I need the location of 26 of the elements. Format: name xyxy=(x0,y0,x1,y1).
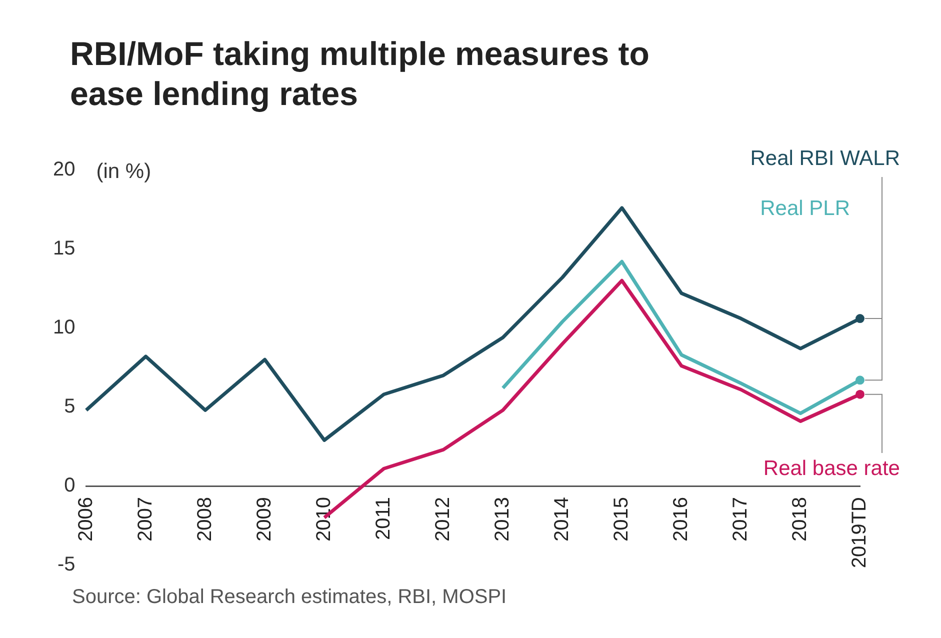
y-tick-label: -5 xyxy=(57,554,76,576)
source-note: Source: Global Research estimates, RBI, MOSPI xyxy=(72,586,507,609)
y-tick-label: 0 xyxy=(64,474,76,497)
text: Real PLR xyxy=(760,197,850,220)
y-tick-label: 20 xyxy=(52,158,76,181)
text: Real base rate xyxy=(763,457,900,480)
y-tick-label: 5 xyxy=(64,396,76,418)
x-tick-label: 2016 xyxy=(670,497,692,542)
x-tick-label: 2007 xyxy=(134,497,156,542)
text: Real RBI WALR xyxy=(750,147,900,170)
x-tick-label: 2017 xyxy=(729,497,752,542)
y-tick-label: 15 xyxy=(52,238,76,260)
x-tick-label: 2014 xyxy=(550,497,573,542)
y-axis-title: (in %) xyxy=(96,160,152,183)
x-tick-label: 2009 xyxy=(253,497,276,542)
x-tick-label: 2012 xyxy=(432,497,454,542)
x-tick-label: 2008 xyxy=(194,497,216,542)
x-tick-label: 2013 xyxy=(491,497,514,542)
x-tick-label: 2015 xyxy=(610,497,632,542)
y-tick-label: 10 xyxy=(52,316,76,339)
x-tick-label: 2011 xyxy=(372,497,394,540)
chart-title: RBI/MoF taking multiple measures to ease lending rates xyxy=(70,34,650,114)
x-tick-label: 2010 xyxy=(312,497,335,542)
x-tick-label: 2019TD xyxy=(848,497,871,568)
x-tick-label: 2018 xyxy=(788,497,811,542)
x-tick-label: 2006 xyxy=(74,497,97,542)
